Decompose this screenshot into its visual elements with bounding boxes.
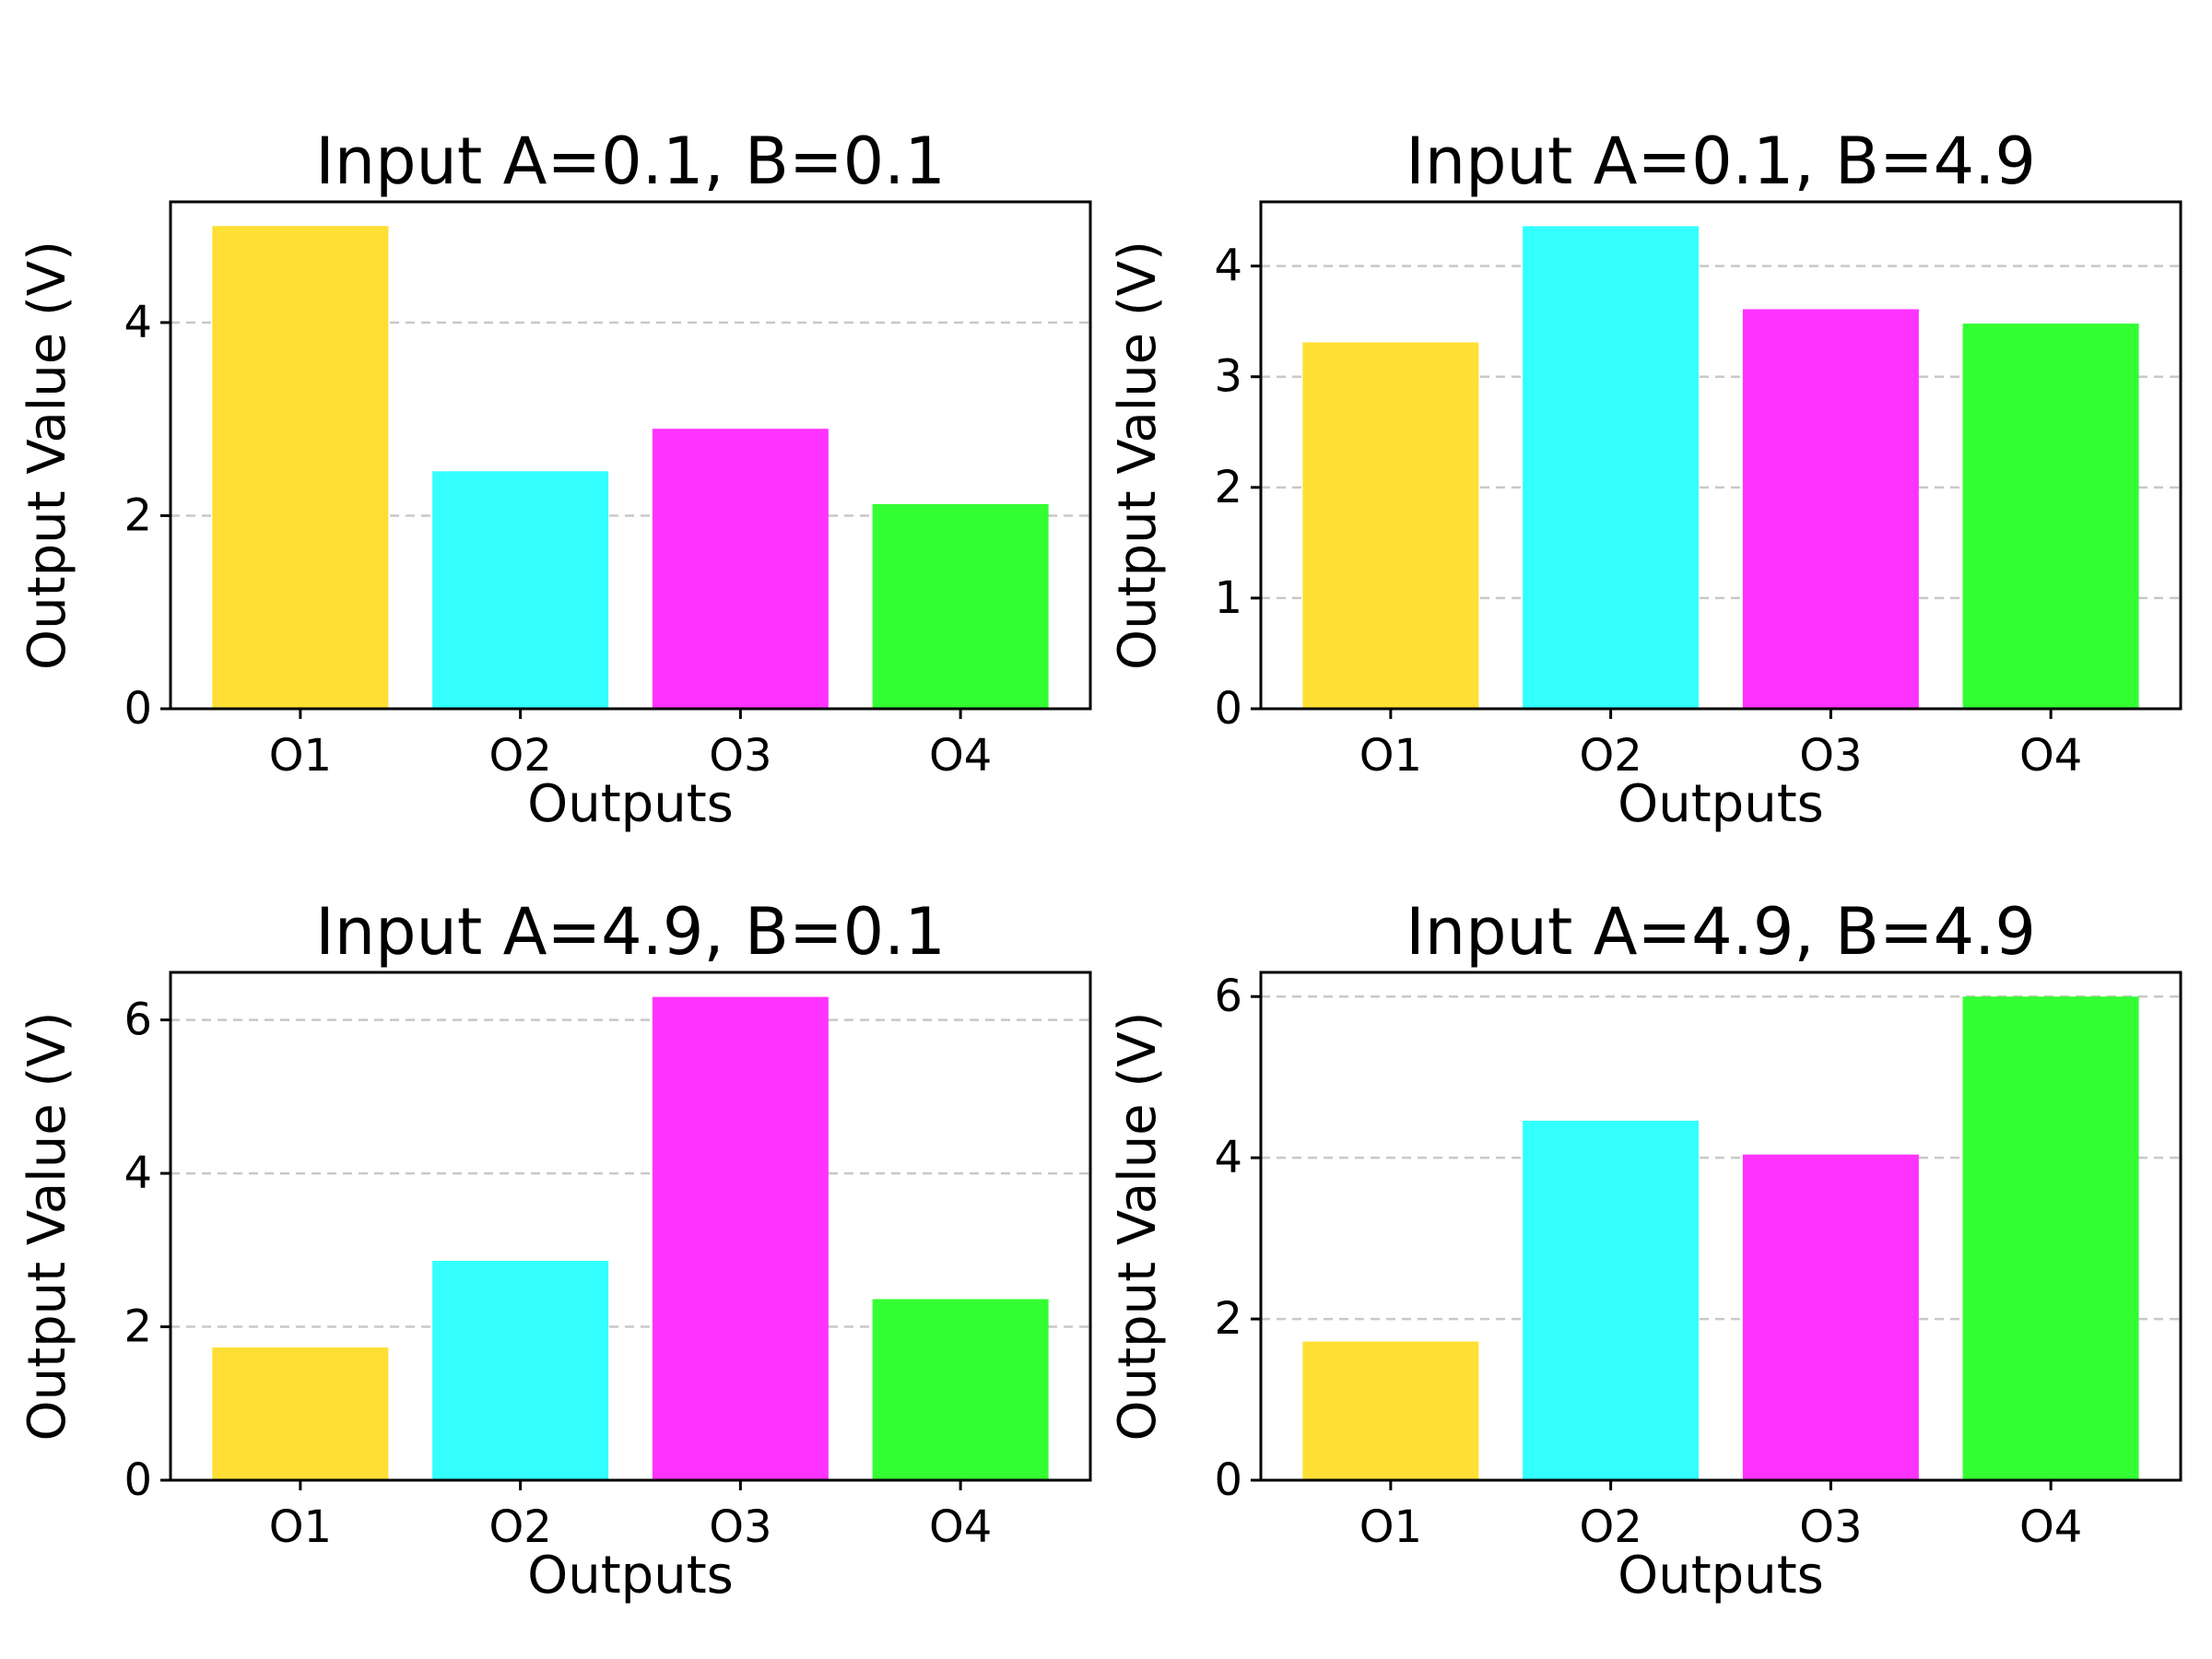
x-tick-label: O2 xyxy=(1579,730,1641,782)
y-axis-label: Output Value (V) xyxy=(1108,241,1168,670)
x-axis-label: Outputs xyxy=(1618,774,1824,834)
y-tick-label: 1 xyxy=(1214,572,1242,624)
bar-o2 xyxy=(432,471,609,709)
x-tick-label: O1 xyxy=(1359,1501,1422,1553)
axes-frame xyxy=(169,200,1092,711)
bar-o3 xyxy=(1742,1154,1919,1480)
chart-panel-2: 0 1 2 3 4 O1 O2 O3 O4 Input A=0.1, B=4.9 Outputs Ou… xyxy=(1108,124,2183,834)
bar-o3 xyxy=(652,996,829,1480)
x-tick-label: O4 xyxy=(929,1501,992,1553)
y-tick-label: 0 xyxy=(1214,683,1242,735)
x-axis-label: Outputs xyxy=(1618,1546,1824,1606)
chart-panel-1: 0 2 4 O1 O2 O3 O4 Input A=0.1, B=0.1 Outputs Outp… xyxy=(18,124,1092,834)
y-tick-label: 4 xyxy=(1214,1132,1242,1183)
bar-o1 xyxy=(212,226,389,709)
chart-title: Input A=0.1, B=0.1 xyxy=(315,124,946,199)
bar-o2 xyxy=(432,1260,609,1480)
bar-o1 xyxy=(1302,1341,1479,1480)
x-tick-label: O3 xyxy=(709,730,771,782)
y-tick-label: 0 xyxy=(1214,1454,1242,1506)
x-axis-label: Outputs xyxy=(527,1546,734,1606)
chart-title: Input A=0.1, B=4.9 xyxy=(1406,124,2036,199)
x-tick-label: O4 xyxy=(2019,730,2082,782)
y-tick-label: 0 xyxy=(124,683,152,735)
axes-frame xyxy=(1259,200,2183,711)
y-tick-label: 6 xyxy=(124,994,152,1046)
bar-o4 xyxy=(1962,324,2139,709)
y-tick-label: 6 xyxy=(1214,971,1242,1022)
y-tick-label: 0 xyxy=(124,1454,152,1506)
x-tick-label: O3 xyxy=(709,1501,771,1553)
chart-panel-3: 0 2 4 6 O1 O2 O3 O4 Input A=4.9, B=0.1 Outputs Out… xyxy=(18,894,1092,1606)
chart-panel-4: 0 2 4 6 O1 O2 O3 O4 Input A=4.9, B=4.9 Outputs Out… xyxy=(1108,894,2183,1606)
x-tick-label: O1 xyxy=(269,1501,332,1553)
axes-frame xyxy=(1259,971,2183,1482)
bar-o4 xyxy=(1962,996,2139,1480)
x-tick-label: O4 xyxy=(2019,1501,2082,1553)
y-tick-label: 4 xyxy=(124,1147,152,1199)
bar-o3 xyxy=(652,429,829,709)
bar-o4 xyxy=(872,503,1049,709)
x-tick-label: O4 xyxy=(929,730,992,782)
y-axis-label: Output Value (V) xyxy=(1108,1012,1168,1441)
bar-o2 xyxy=(1523,226,1700,710)
y-tick-label: 2 xyxy=(1214,462,1242,513)
x-tick-label: O3 xyxy=(1799,1501,1862,1553)
y-tick-label: 2 xyxy=(124,1301,152,1353)
x-tick-label: O1 xyxy=(269,730,332,782)
bar-o1 xyxy=(1302,342,1479,709)
axes-frame xyxy=(169,971,1092,1482)
y-tick-label: 4 xyxy=(1214,241,1242,292)
x-tick-label: O1 xyxy=(1359,730,1422,782)
y-tick-label: 4 xyxy=(124,297,152,348)
bar-o4 xyxy=(872,1299,1049,1480)
y-tick-label: 3 xyxy=(1214,351,1242,403)
y-tick-label: 2 xyxy=(124,489,152,541)
x-tick-label: O2 xyxy=(488,730,551,782)
y-axis-label: Output Value (V) xyxy=(18,241,77,670)
y-axis-label: Output Value (V) xyxy=(18,1012,77,1441)
bar-o2 xyxy=(1523,1120,1700,1480)
chart-title: Input A=4.9, B=4.9 xyxy=(1406,894,2036,970)
bar-o3 xyxy=(1742,309,1919,709)
bar-o1 xyxy=(212,1347,389,1480)
x-tick-label: O3 xyxy=(1799,730,1862,782)
chart-title: Input A=4.9, B=0.1 xyxy=(315,894,946,970)
x-tick-label: O2 xyxy=(488,1501,551,1553)
x-tick-label: O2 xyxy=(1579,1501,1641,1553)
x-axis-label: Outputs xyxy=(527,774,734,834)
y-tick-label: 2 xyxy=(1214,1293,1242,1345)
